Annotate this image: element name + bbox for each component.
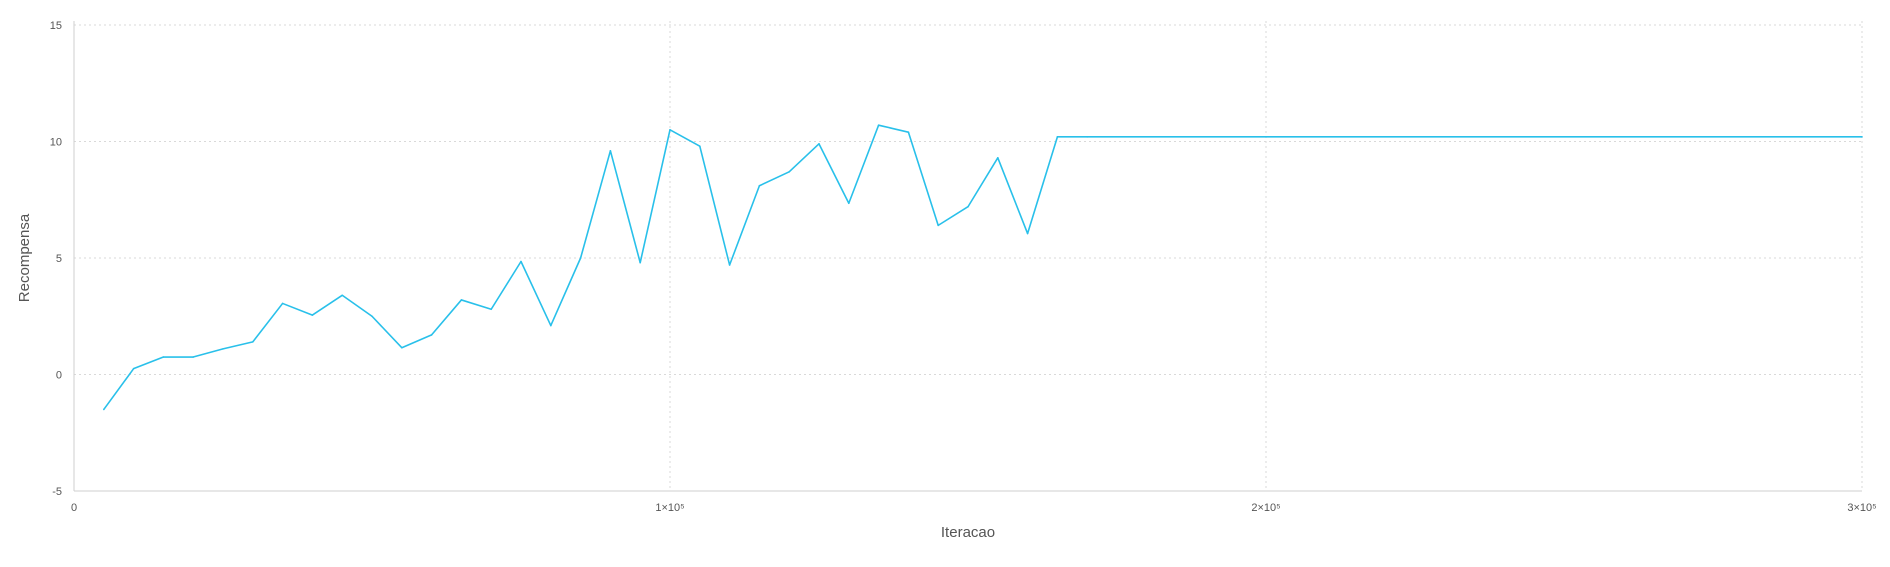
- data-point: [788, 170, 790, 173]
- data-point: [311, 314, 314, 316]
- data-point: [1026, 232, 1029, 235]
- data-point: [430, 334, 433, 336]
- data-point: [252, 341, 254, 343]
- data-point: [877, 124, 880, 126]
- data-point: [609, 150, 612, 152]
- data-point: [937, 224, 939, 227]
- series-layer: [103, 124, 1863, 411]
- data-point: [967, 205, 969, 208]
- data-point: [281, 302, 284, 305]
- x-tick-label: 1×10⁵: [655, 502, 684, 514]
- data-point: [997, 157, 999, 159]
- y-tick-label: 0: [56, 370, 62, 382]
- data-point: [192, 356, 194, 358]
- x-tick-label: 3×10⁵: [1847, 502, 1876, 514]
- data-point: [222, 348, 224, 350]
- grid: [73, 21, 1863, 492]
- data-point: [341, 294, 344, 297]
- data-point: [371, 315, 373, 318]
- data-point: [460, 299, 463, 301]
- data-point: [401, 346, 403, 349]
- data-point: [490, 308, 493, 311]
- data-point: [758, 184, 761, 187]
- data-point: [728, 264, 731, 266]
- data-point: [1086, 136, 1088, 138]
- data-point: [1056, 136, 1059, 138]
- data-point: [132, 367, 135, 370]
- data-point: [907, 131, 910, 133]
- data-point: [699, 145, 701, 147]
- x-tick-label: 2×10⁵: [1251, 502, 1280, 514]
- data-point: [162, 356, 165, 358]
- data-point: [818, 143, 820, 145]
- data-point: [550, 324, 552, 327]
- y-tick-label: 10: [50, 137, 62, 149]
- data-point: [520, 260, 522, 263]
- data-point: [848, 202, 850, 205]
- data-point: [1861, 136, 1863, 138]
- y-tick-label: 5: [56, 253, 62, 265]
- x-tick-label: 0: [71, 502, 77, 514]
- axes: -5 0 5 10 15 0 1×10⁵ 2×10⁵ 3×10⁵: [50, 20, 1877, 514]
- x-axis-title: Iteracao: [941, 524, 995, 541]
- data-point: [103, 408, 105, 411]
- y-tick-label: -5: [52, 486, 62, 498]
- y-tick-label: 15: [50, 20, 62, 32]
- y-axis-title: Recompensa: [16, 213, 33, 302]
- series-line: [103, 124, 1862, 410]
- data-point: [579, 257, 582, 259]
- data-point: [639, 261, 641, 264]
- data-point: [669, 129, 671, 131]
